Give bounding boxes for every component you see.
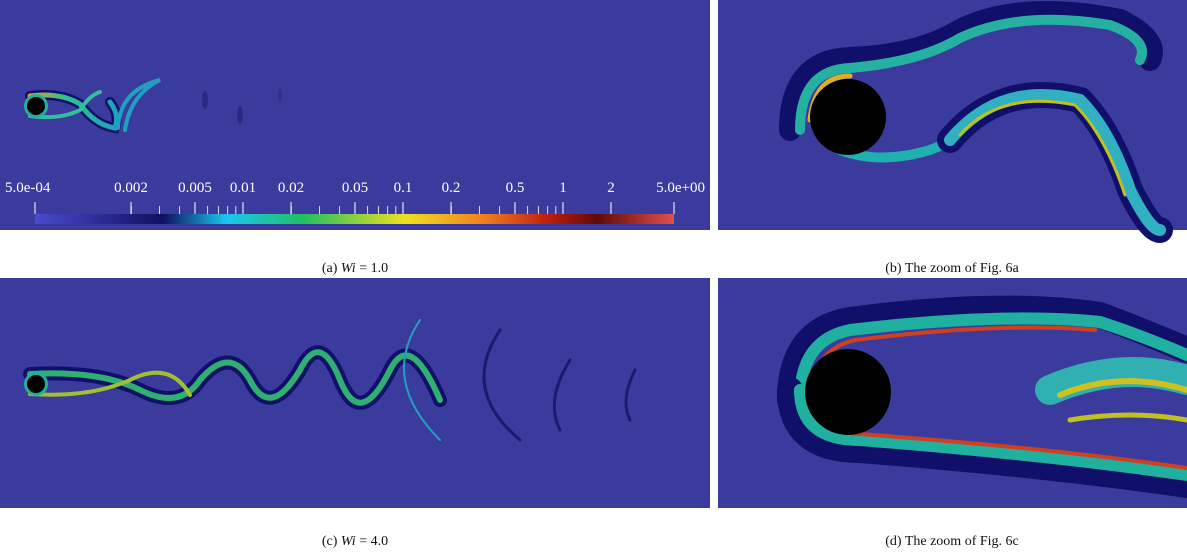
colorbar-label: 0.5 [506, 180, 525, 196]
panel-a: 5.0e-04 0.002 0.005 0.01 0.02 0.05 0.1 0.2 0.5 1 2… [0, 0, 710, 230]
colorbar-label: 0.01 [230, 180, 256, 196]
panel-d [718, 278, 1187, 508]
panel-c [0, 278, 710, 508]
colorbar-label: 5.0e-04 [5, 180, 51, 196]
colorbar-label: 5.0e+00 [656, 180, 705, 196]
colorbar-label: 0.002 [114, 180, 148, 196]
colorbar-label: 0.02 [278, 180, 304, 196]
caption-value: = 1.0 [359, 261, 388, 276]
caption: (a) Wi = 1.0 [322, 261, 388, 276]
caption-variable: Wi [341, 261, 356, 276]
colorbar-label: 0.005 [178, 180, 212, 196]
caption-value: = 4.0 [359, 534, 388, 549]
caption-text: The zoom of Fig. 6a [905, 261, 1020, 276]
caption-text: The zoom of Fig. 6c [905, 534, 1019, 549]
caption: (d) The zoom of Fig. 6c [885, 534, 1019, 549]
colorbar-label: 2 [607, 180, 615, 196]
caption: (b) The zoom of Fig. 6a [885, 261, 1019, 276]
caption-tag: (d) [885, 534, 902, 549]
caption-tag: (a) [322, 261, 338, 276]
colorbar-label: 0.2 [442, 180, 461, 196]
figure: 5.0e-04 0.002 0.005 0.01 0.02 0.05 0.1 0.2 0.5 1 2… [0, 0, 1187, 552]
caption-tag: (b) [885, 261, 902, 276]
colorbar-label: 0.05 [342, 180, 368, 196]
colorbar-label: 0.1 [394, 180, 413, 196]
panel-b [718, 0, 1187, 230]
caption-tag: (c) [322, 534, 338, 549]
caption-variable: Wi [341, 534, 356, 549]
caption: (c) Wi = 4.0 [322, 534, 388, 549]
colorbar-label: 1 [559, 180, 567, 196]
